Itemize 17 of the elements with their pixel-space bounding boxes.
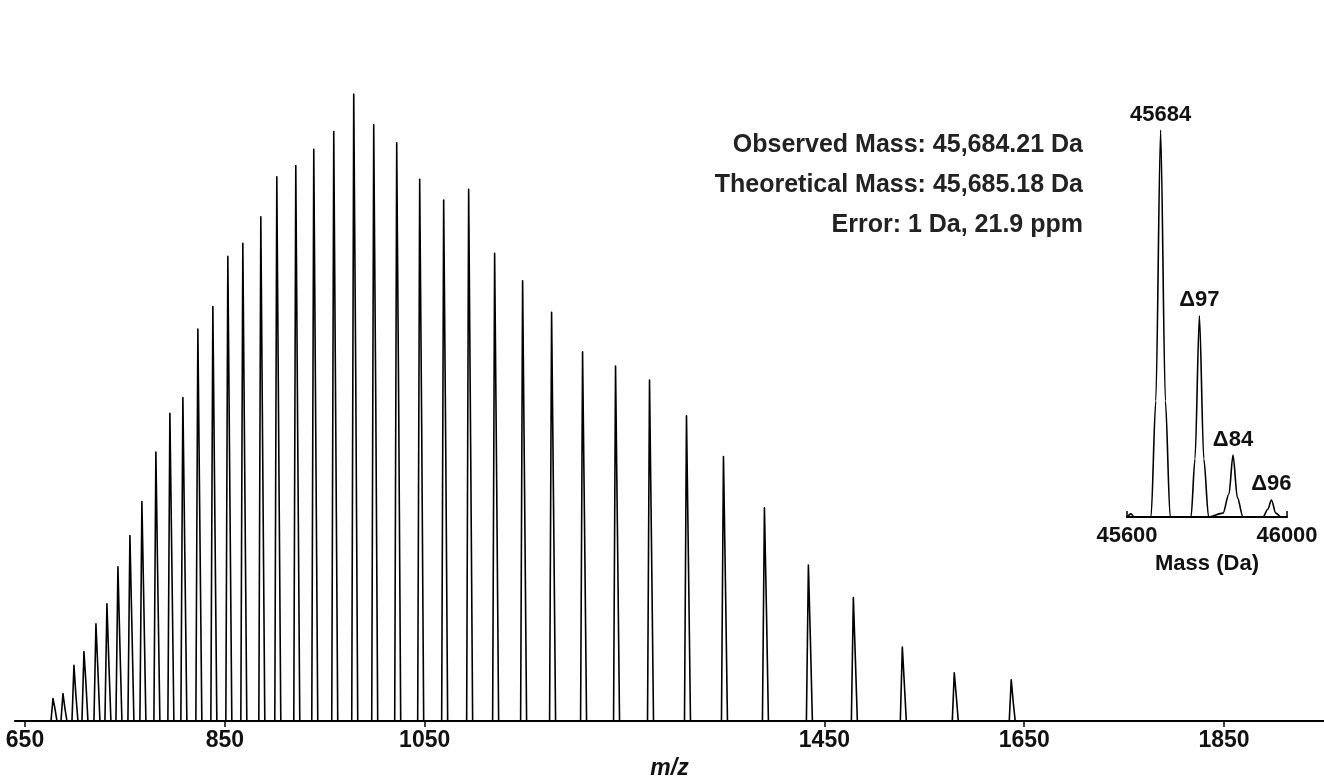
x-tick-label: 1850 (1198, 725, 1250, 752)
annotation: Error: 1 Da, 21.9 ppm (831, 208, 1083, 237)
x-axis-title: m/z (650, 753, 690, 780)
x-tick-label: 46000 (1256, 521, 1318, 547)
x-tick-label: 45600 (1096, 521, 1158, 547)
x-tick-label: 850 (205, 725, 245, 752)
annotation: Δ84 (1212, 425, 1254, 451)
annotation: 45684 (1130, 100, 1192, 126)
x-tick-label: 650 (5, 725, 45, 752)
annotation: Observed Mass: 45,684.21 Da (732, 128, 1085, 157)
x-tick-label: 1450 (798, 725, 850, 752)
x-tick-label: 1650 (998, 725, 1050, 752)
annotation: Δ96 (1251, 470, 1292, 496)
x-axis-title: Mass (Da) (1155, 549, 1259, 575)
x-tick-label: 1050 (399, 725, 451, 752)
annotation: Δ97 (1179, 286, 1220, 312)
annotation: Theoretical Mass: 45,685.18 Da (714, 168, 1085, 197)
